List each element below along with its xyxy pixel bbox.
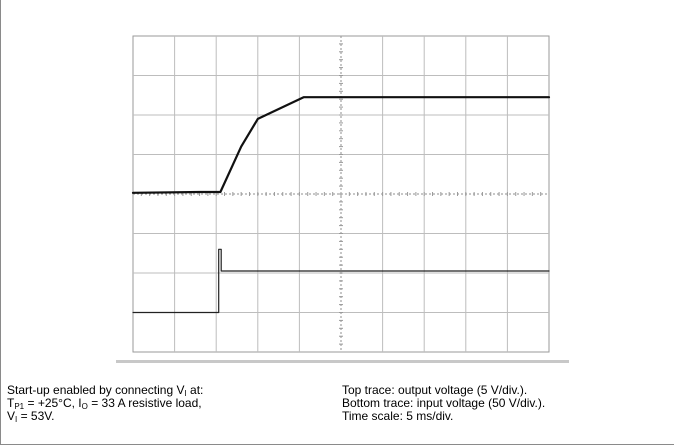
caption-conditions: Start-up enabled by connecting VI at: TP…: [7, 383, 327, 424]
caption-right-line-2: Bottom trace: input voltage (50 V/div.).: [342, 396, 546, 410]
caption-left-line-1: Start-up enabled by connecting VI at:: [7, 383, 204, 398]
plot-traces: [131, 96, 551, 314]
caption-right-line-1: Top trace: output voltage (5 V/div.).: [342, 383, 528, 397]
caption-trace-legend: Top trace: output voltage (5 V/div.). Bo…: [342, 384, 662, 423]
output-voltage-trace: [131, 96, 551, 194]
caption-divider: [116, 360, 569, 363]
input-voltage-trace: [132, 248, 550, 314]
caption-left-line-2: TP1 = +25°C, IO = 33 A resistive load,: [7, 396, 202, 411]
caption-left-line-3: VI = 53V.: [7, 409, 55, 424]
caption-right-line-3: Time scale: 5 ms/div.: [342, 409, 454, 423]
oscilloscope-plot: [131, 35, 551, 353]
plot-grid: [132, 35, 550, 353]
